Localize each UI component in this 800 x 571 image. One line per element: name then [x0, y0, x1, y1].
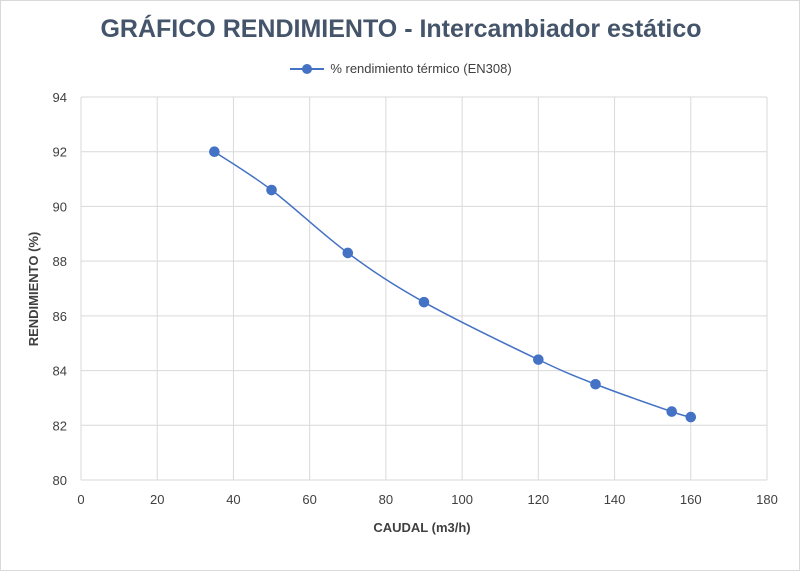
chart-title: GRÁFICO RENDIMIENTO - Intercambiador est…	[100, 15, 702, 43]
y-tick-label: 86	[53, 309, 67, 324]
data-point	[209, 146, 220, 158]
y-tick-label: 90	[53, 199, 67, 214]
data-point	[590, 378, 601, 390]
x-tick-label: 120	[527, 492, 549, 507]
data-point	[418, 296, 430, 308]
y-tick-label: 82	[53, 418, 67, 433]
y-tick-label: 94	[53, 90, 67, 105]
legend-item: % rendimiento térmico (EN308)	[290, 61, 512, 76]
data-point	[666, 406, 678, 417]
x-tick-label: 0	[77, 492, 84, 507]
x-axis-title: CAUDAL (m3/h)	[373, 520, 470, 535]
y-tick-label: 80	[53, 473, 67, 488]
y-tick-label: 88	[53, 254, 67, 269]
x-tick-label: 140	[604, 492, 626, 507]
x-tick-label: 180	[756, 492, 778, 507]
x-tick-label: 60	[302, 492, 316, 507]
y-axis-title: RENDIMIENTO (%)	[26, 232, 41, 347]
x-tick-label: 160	[680, 492, 702, 507]
legend: % rendimiento térmico (EN308)	[1, 61, 800, 78]
data-point	[685, 411, 697, 423]
data-point	[533, 354, 544, 365]
data-point	[342, 247, 354, 259]
y-tick-label: 92	[53, 145, 67, 160]
legend-marker-icon	[290, 63, 325, 75]
x-tick-label: 20	[150, 492, 164, 507]
x-tick-label: 80	[379, 492, 393, 507]
y-tick-label: 84	[53, 364, 67, 379]
series-line	[213, 151, 691, 418]
legend-label: % rendimiento térmico (EN308)	[330, 61, 512, 76]
data-point	[266, 184, 277, 196]
x-tick-label: 100	[451, 492, 473, 507]
x-tick-label: 40	[226, 492, 240, 507]
